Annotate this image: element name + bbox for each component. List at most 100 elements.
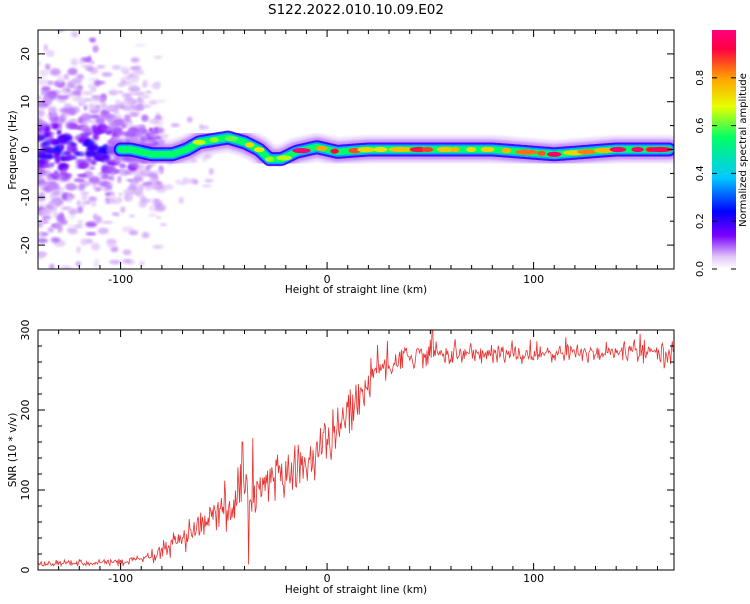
noise-blob	[85, 221, 98, 228]
noise-blob	[38, 252, 45, 260]
noise-blob	[187, 116, 193, 123]
x-tick-label: 0	[324, 572, 331, 585]
ridge-hotspot	[646, 146, 673, 153]
colorbar-tick-label: 0.2	[695, 213, 706, 229]
noise-blob	[149, 83, 160, 89]
noise-blob	[38, 231, 43, 237]
noise-blob	[101, 72, 113, 77]
noise-blob	[80, 191, 90, 195]
noise-blob	[120, 206, 126, 213]
ridge-hotspot	[373, 146, 388, 153]
noise-blob	[39, 184, 46, 192]
x-tick-label: 100	[523, 572, 544, 585]
noise-blob	[77, 205, 84, 214]
noise-blob	[124, 76, 132, 80]
noise-blob	[128, 190, 138, 195]
ridge-hotspot	[515, 149, 538, 155]
noise-blob	[130, 185, 137, 191]
noise-blob	[61, 167, 67, 175]
noise-blob	[110, 246, 119, 253]
snr-panel: -100 0 100 0 100 200 300 Height of straight li…	[7, 320, 675, 596]
noise-blob	[130, 87, 141, 92]
noise-blob	[204, 178, 214, 183]
noise-blob	[113, 168, 119, 174]
noise-blob	[120, 122, 127, 129]
y-tick-label: 20	[19, 47, 32, 61]
noise-blob	[88, 176, 101, 185]
noise-blob	[128, 91, 141, 96]
noise-blob	[70, 58, 79, 66]
noise-blob	[67, 67, 78, 75]
noise-blob	[86, 119, 97, 123]
noise-blob	[76, 246, 81, 254]
noise-blob	[150, 182, 157, 189]
noise-blob	[86, 148, 94, 152]
noise-blob	[52, 189, 60, 198]
ridge-hotspot	[316, 145, 328, 151]
noise-blob	[44, 133, 51, 137]
noise-blob	[41, 182, 46, 186]
noise-blob	[47, 80, 54, 86]
noise-blob	[101, 220, 114, 224]
noise-blob	[104, 106, 117, 111]
ridge-hotspot	[537, 150, 546, 156]
x-tick-label: 100	[523, 273, 544, 286]
noise-blob	[63, 73, 69, 80]
ridge-hotspot	[436, 146, 455, 153]
noise-blob	[69, 118, 78, 123]
colorbar-tick-label: 0.0	[695, 261, 706, 277]
snr-plot-area	[38, 330, 674, 570]
ridge-hotspot	[224, 136, 239, 142]
noise-blob	[148, 99, 158, 105]
noise-blob	[118, 164, 127, 168]
noise-blob	[90, 114, 101, 119]
noise-blob	[117, 82, 126, 87]
noise-blob	[105, 131, 113, 135]
noise-blob	[170, 123, 180, 128]
noise-blob	[62, 192, 68, 201]
noise-blob	[128, 214, 136, 218]
noise-blob	[126, 194, 134, 202]
noise-blob	[43, 96, 51, 104]
noise-blob	[84, 200, 91, 205]
noise-blob	[103, 188, 113, 192]
noise-blob	[92, 213, 98, 221]
noise-blob	[124, 170, 133, 175]
noise-blob	[178, 196, 184, 204]
noise-blob	[57, 95, 70, 100]
noise-blob	[78, 184, 86, 191]
noise-blob	[157, 99, 166, 104]
noise-blob	[57, 75, 65, 84]
colorbar-tick-label: 0.6	[695, 118, 706, 134]
noise-blob	[38, 221, 44, 228]
noise-blob	[60, 174, 71, 182]
ridge-hotspot	[594, 147, 615, 153]
noise-blob	[117, 90, 124, 94]
noise-blob	[78, 162, 90, 168]
noise-blob	[54, 202, 61, 207]
noise-blob	[82, 128, 93, 134]
noise-blob	[49, 68, 61, 76]
noise-blob	[105, 185, 113, 190]
ridge-hotspot	[245, 142, 255, 148]
noise-blob	[118, 192, 123, 196]
noise-blob	[42, 214, 48, 223]
noise-blob	[43, 163, 50, 168]
noise-blob	[94, 187, 102, 192]
noise-blob	[130, 57, 140, 63]
noise-blob	[92, 133, 100, 141]
noise-blob	[148, 213, 157, 217]
snr-x-label: Height of straight line (km)	[285, 584, 427, 596]
noise-blob	[50, 162, 55, 166]
noise-blob	[175, 179, 181, 185]
y-tick-label: 10	[19, 95, 32, 109]
noise-blob	[38, 163, 46, 168]
ridge-hotspot	[609, 146, 627, 153]
noise-blob	[111, 212, 120, 216]
noise-blob	[89, 37, 96, 43]
noise-blob	[41, 27, 51, 30]
noise-blob	[127, 128, 137, 136]
